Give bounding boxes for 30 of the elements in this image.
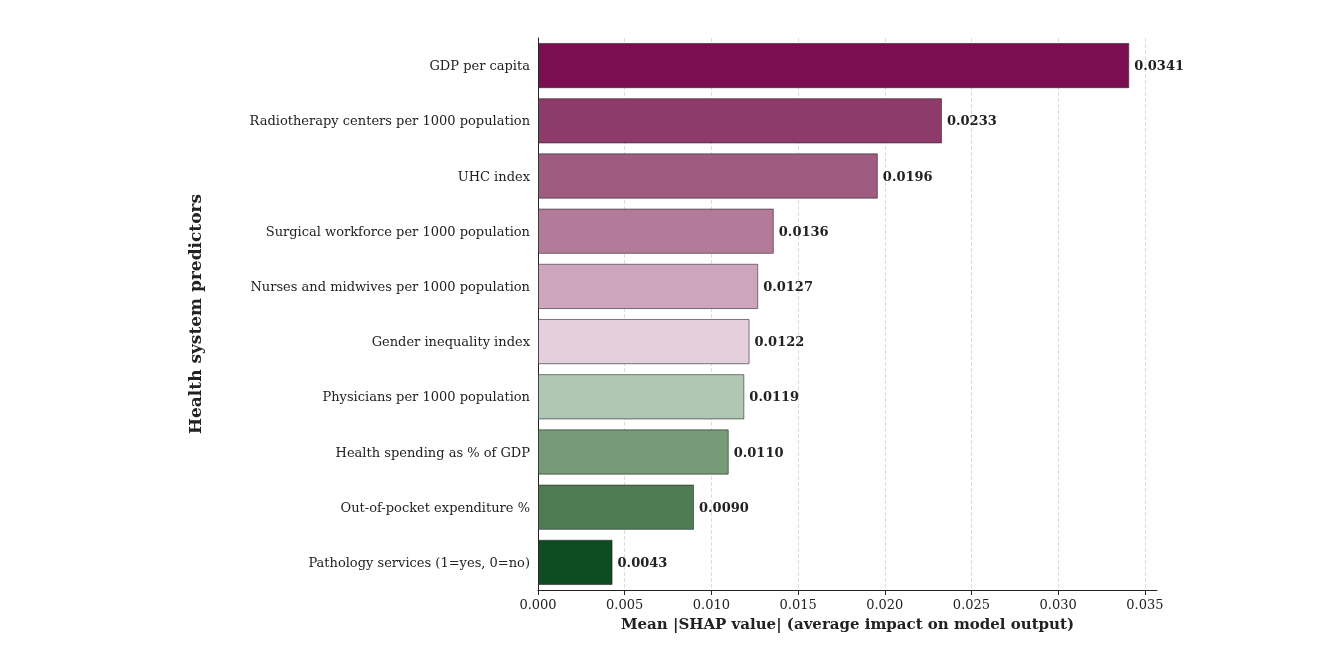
x-tick-label: 0.005 bbox=[606, 597, 644, 612]
y-tick-label: UHC index bbox=[457, 168, 531, 184]
x-tick-label: 0.020 bbox=[866, 597, 904, 612]
data-label: 0.0233 bbox=[947, 113, 997, 129]
x-tick-label: 0.030 bbox=[1039, 597, 1077, 612]
data-label: 0.0119 bbox=[749, 389, 800, 405]
y-tick-label: Surgical workforce per 1000 population bbox=[265, 223, 531, 239]
data-label: 0.0341 bbox=[1134, 58, 1185, 74]
x-tick-label: 0.035 bbox=[1126, 597, 1164, 612]
x-axis-title: Mean |SHAP value| (average impact on model output) bbox=[620, 614, 1075, 633]
data-label: 0.0090 bbox=[699, 499, 749, 515]
x-tick-label: 0.000 bbox=[519, 597, 557, 612]
y-tick-label: Physicians per 1000 population bbox=[322, 389, 531, 405]
data-label: 0.0127 bbox=[763, 278, 813, 294]
data-label: 0.0136 bbox=[778, 223, 829, 239]
data-label: 0.0122 bbox=[754, 334, 805, 350]
y-tick-label: Pathology services (1=yes, 0=no) bbox=[308, 554, 530, 570]
data-label: 0.0110 bbox=[733, 444, 784, 460]
data-label: 0.0043 bbox=[617, 554, 668, 570]
y-axis-title: Health system predictors bbox=[184, 193, 205, 435]
data-label: 0.0196 bbox=[882, 168, 933, 184]
y-tick-label: Gender inequality index bbox=[371, 334, 531, 350]
x-tick-label: 0.010 bbox=[692, 597, 730, 612]
y-tick-label: Radiotherapy centers per 1000 population bbox=[249, 113, 531, 129]
x-tick-label: 0.025 bbox=[952, 597, 991, 612]
x-tick-label: 0.015 bbox=[779, 597, 817, 612]
y-tick-label: GDP per capita bbox=[429, 58, 531, 74]
y-tick-label: Health spending as % of GDP bbox=[335, 444, 531, 460]
y-tick-label: Nurses and midwives per 1000 population bbox=[250, 278, 531, 294]
y-tick-label: Out-of-pocket expenditure % bbox=[340, 499, 530, 515]
